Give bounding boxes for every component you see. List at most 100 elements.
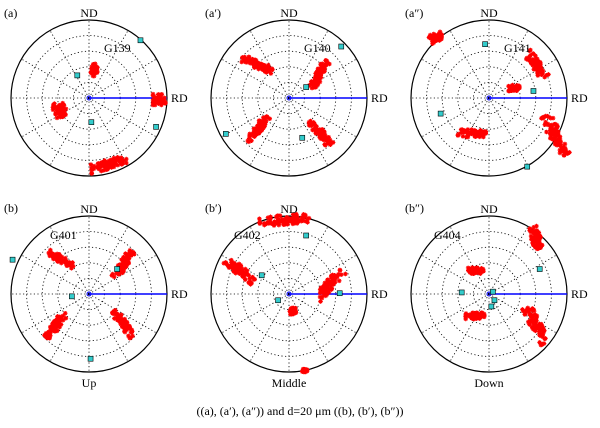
data-point <box>289 308 295 314</box>
orientation-marker <box>303 232 309 239</box>
orientation-marker <box>88 119 95 125</box>
data-point <box>334 274 340 280</box>
data-point <box>55 314 60 319</box>
data-point <box>291 221 297 226</box>
data-point <box>120 160 126 166</box>
data-point <box>326 134 332 140</box>
pole-figure-panel: ND RD (b) G401 Up <box>4 201 188 390</box>
data-point <box>534 233 540 239</box>
data-point <box>122 256 127 261</box>
data-point <box>533 230 538 236</box>
center-marker <box>486 95 492 101</box>
orientation-marker <box>223 131 229 137</box>
orientation-marker <box>437 110 444 117</box>
data-point <box>555 129 561 135</box>
data-point <box>521 308 526 314</box>
data-point <box>118 270 123 275</box>
data-point <box>116 272 122 277</box>
data-point <box>471 271 476 276</box>
data-point <box>523 309 529 315</box>
data-point <box>159 100 164 105</box>
grid-spoke <box>249 30 290 99</box>
grain-label: G140 <box>304 41 331 55</box>
data-point <box>261 119 266 124</box>
data-point <box>532 59 537 64</box>
data-point <box>463 312 469 318</box>
data-point <box>292 306 297 312</box>
grid-spoke <box>221 58 290 99</box>
data-point <box>122 328 127 334</box>
data-point <box>111 164 117 170</box>
data-point <box>530 51 536 56</box>
data-point <box>540 330 546 336</box>
data-point <box>562 149 568 154</box>
data-point <box>315 74 321 79</box>
data-point <box>325 280 331 286</box>
data-point <box>539 72 544 78</box>
data-point <box>64 263 70 268</box>
data-point <box>557 142 562 148</box>
data-point <box>229 257 234 263</box>
data-point <box>88 70 94 75</box>
data-point <box>230 263 236 269</box>
data-point <box>115 311 120 317</box>
data-point <box>302 213 308 219</box>
panel-label: (a) <box>4 6 17 20</box>
data-point <box>480 131 486 137</box>
data-point <box>327 139 333 144</box>
data-point <box>536 69 542 75</box>
data-point <box>320 289 326 295</box>
data-point <box>91 73 97 79</box>
data-point <box>151 97 157 103</box>
data-point <box>290 212 296 217</box>
data-point <box>307 82 312 88</box>
data-point <box>528 233 534 239</box>
data-point <box>47 330 52 336</box>
data-point <box>91 166 97 172</box>
data-point <box>554 138 559 143</box>
data-point <box>463 316 468 322</box>
data-point <box>258 65 264 71</box>
data-point <box>526 307 531 313</box>
data-point <box>328 142 333 147</box>
data-point <box>530 240 535 245</box>
data-point <box>543 119 548 125</box>
data-point <box>542 74 547 80</box>
data-point <box>531 66 537 72</box>
data-point <box>477 129 482 135</box>
data-point <box>533 53 538 59</box>
data-point <box>271 223 277 228</box>
data-point <box>104 167 109 172</box>
data-point <box>289 216 294 222</box>
data-point <box>329 276 335 282</box>
grid-spoke <box>288 254 357 295</box>
data-point <box>321 286 327 292</box>
grain-label: G401 <box>50 228 77 242</box>
data-point <box>250 59 256 64</box>
data-point <box>118 321 124 327</box>
figure-caption: ((a), (a′), (a″)) and d=20 μm ((b), (b′)… <box>196 404 404 418</box>
data-point <box>535 62 540 67</box>
data-point <box>317 287 323 293</box>
data-point <box>479 310 485 316</box>
grid-spoke <box>21 58 90 99</box>
data-point <box>329 287 334 292</box>
data-point <box>128 253 134 258</box>
orientation-marker <box>338 43 345 50</box>
data-point <box>538 235 543 240</box>
data-point <box>312 78 318 84</box>
data-point <box>512 84 517 90</box>
nd-label: ND <box>480 202 498 216</box>
data-point <box>291 214 297 220</box>
data-point <box>294 221 300 226</box>
orientation-marker <box>491 297 498 304</box>
data-point <box>537 233 542 238</box>
center-marker <box>86 291 92 297</box>
data-point <box>60 313 66 319</box>
data-point <box>479 129 485 134</box>
data-point <box>231 261 237 266</box>
data-point <box>557 134 563 140</box>
grid-spoke <box>421 58 490 99</box>
data-point <box>115 155 120 160</box>
orientation-marker <box>490 288 496 295</box>
